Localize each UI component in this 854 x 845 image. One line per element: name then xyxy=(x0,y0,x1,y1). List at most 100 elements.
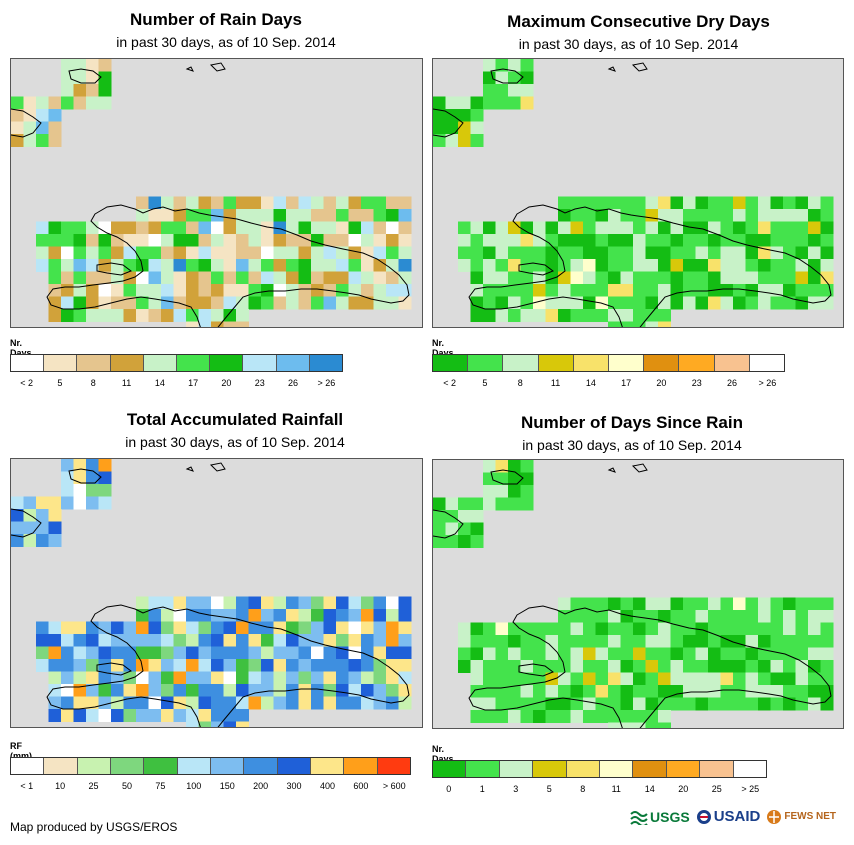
grid-cell xyxy=(733,284,746,297)
grid-cell xyxy=(186,696,199,710)
usgs-logo[interactable]: USGS xyxy=(630,809,690,825)
map-total-rainfall[interactable] xyxy=(10,458,423,728)
legend-swatch xyxy=(310,758,345,774)
grid-cell xyxy=(483,246,496,260)
legend-tick-label: 8 xyxy=(517,378,523,388)
grid-cell xyxy=(348,209,362,222)
grid-cell xyxy=(433,96,446,110)
grid-cell xyxy=(745,660,759,673)
grid-cell xyxy=(595,685,609,698)
grid-cell xyxy=(373,271,387,285)
grid-cell xyxy=(583,710,596,723)
grid-cell xyxy=(36,521,49,535)
grid-cell xyxy=(186,596,199,610)
map-days-since-rain[interactable] xyxy=(432,459,844,729)
grid-cell xyxy=(236,671,249,685)
grid-cell xyxy=(795,672,809,686)
grid-cell xyxy=(770,622,784,636)
map-max-dry-days[interactable] xyxy=(432,58,844,328)
grid-cell xyxy=(595,672,609,686)
grid-cell xyxy=(520,660,534,673)
grid-cell xyxy=(311,609,324,622)
grid-cell xyxy=(48,221,62,235)
grid-cell xyxy=(458,510,471,523)
grid-cell xyxy=(23,534,37,547)
grid-cell xyxy=(73,696,87,710)
grid-cell xyxy=(61,234,74,247)
grid-cell xyxy=(608,622,621,636)
grid-cell xyxy=(670,622,684,636)
grid-cell xyxy=(336,209,349,222)
grid-cell xyxy=(286,209,299,222)
grid-cell xyxy=(695,196,709,210)
grid-cell xyxy=(336,609,349,622)
grid-cell xyxy=(645,296,659,310)
grid-cell xyxy=(645,710,659,723)
grid-cell xyxy=(745,221,759,235)
grid-cell xyxy=(336,259,349,272)
grid-cell xyxy=(248,646,262,660)
grid-cell xyxy=(570,271,584,285)
panel-subtitle: in past 30 days, as of 10 Sep. 2014 xyxy=(116,34,336,50)
legend-swatch xyxy=(609,355,645,371)
grid-cell xyxy=(458,221,471,235)
grid-cell xyxy=(61,246,74,260)
legend-tick-label: 600 xyxy=(353,781,369,791)
grid-cell xyxy=(720,647,734,661)
grid-cell xyxy=(708,597,721,611)
grid-cell xyxy=(236,321,249,327)
fews-net-logo[interactable]: FEWS NET xyxy=(766,809,836,825)
grid-cell xyxy=(61,259,74,272)
grid-cell xyxy=(520,246,534,260)
grid-cell xyxy=(770,259,784,272)
grid-cell xyxy=(123,671,137,685)
grid-cell xyxy=(98,71,112,85)
grid-cell xyxy=(570,597,584,611)
grid-cell xyxy=(583,246,596,260)
coastline xyxy=(518,663,555,677)
grid-cell xyxy=(820,697,834,711)
grid-cell xyxy=(323,259,337,272)
grid-cell xyxy=(595,209,609,222)
coastline xyxy=(96,262,133,276)
grid-cell xyxy=(583,271,596,285)
grid-cell xyxy=(795,597,809,611)
coastline xyxy=(185,66,194,72)
grid-cell xyxy=(136,684,149,697)
grid-cell xyxy=(98,84,112,97)
grid-cell xyxy=(98,259,112,272)
usaid-logo[interactable]: USAID xyxy=(696,808,760,825)
grid-cell xyxy=(720,209,734,222)
grid-cell xyxy=(508,296,521,310)
grid-cell xyxy=(48,271,62,285)
grid-cell xyxy=(348,596,362,610)
grid-cell xyxy=(161,284,174,297)
grid-cell xyxy=(223,721,237,727)
grid-cell xyxy=(286,671,299,685)
grid-cell xyxy=(73,296,87,310)
grid-cell xyxy=(670,196,684,210)
map-rain-days[interactable] xyxy=(10,58,423,328)
grid-cell xyxy=(508,472,521,486)
grid-cell xyxy=(595,647,609,661)
grid-cell xyxy=(495,635,509,648)
grid-cell xyxy=(670,660,684,673)
grid-cell xyxy=(633,672,646,686)
grid-cell xyxy=(820,685,834,698)
grid-cell xyxy=(583,635,596,648)
grid-cell xyxy=(398,259,412,272)
grid-cell xyxy=(86,659,99,672)
grid-cell xyxy=(758,597,771,611)
grid-cell xyxy=(111,684,124,697)
map-canvas xyxy=(11,59,412,327)
grid-cell xyxy=(248,259,262,272)
grid-cell xyxy=(73,259,87,272)
grid-cell xyxy=(733,647,746,661)
legend-tick-label: 400 xyxy=(319,781,335,791)
grid-cell xyxy=(86,484,99,497)
grid-cell xyxy=(248,234,262,247)
grid-cell xyxy=(48,309,62,322)
grid-cell xyxy=(783,685,796,698)
grid-cell xyxy=(520,259,534,272)
grid-cell xyxy=(48,521,62,535)
